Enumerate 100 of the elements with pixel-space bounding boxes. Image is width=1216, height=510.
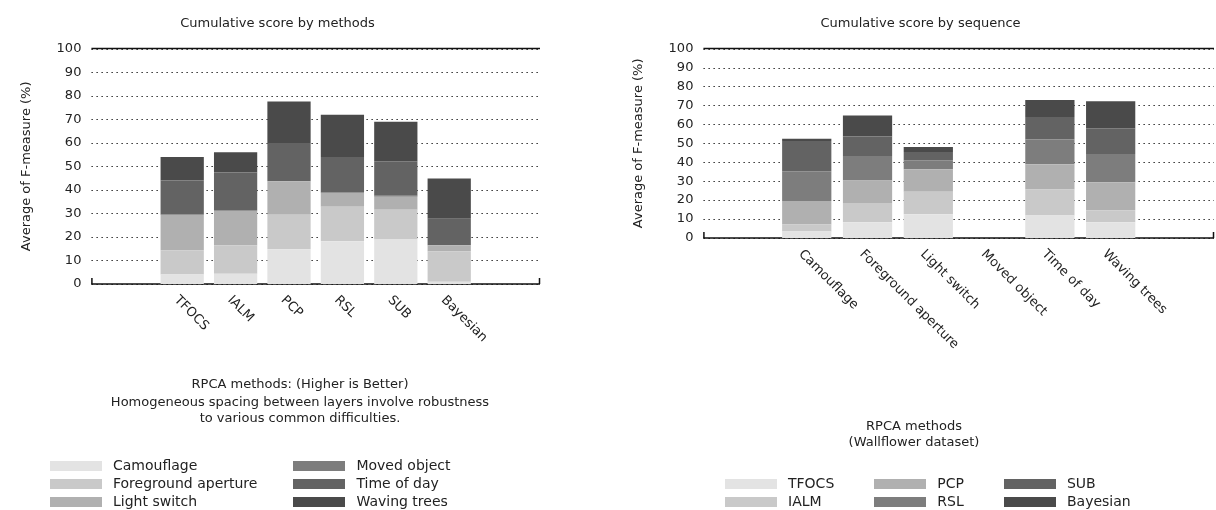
- y-tick-label: 70: [676, 96, 694, 112]
- y-tick-label: 30: [676, 172, 694, 188]
- bar: [374, 209, 418, 240]
- bar: [903, 152, 953, 161]
- bar: [903, 191, 953, 215]
- bar: [160, 274, 204, 284]
- bar: [1086, 210, 1136, 223]
- legend-label: SUB: [1066, 475, 1096, 492]
- bar: [1086, 128, 1136, 154]
- bar: [782, 141, 832, 172]
- legend-label: TFOCS: [788, 475, 835, 492]
- y-tick-label: 80: [64, 87, 82, 103]
- bar: [320, 206, 365, 242]
- legend-label: Time of day: [356, 475, 439, 492]
- y-tick-label: 10: [676, 210, 694, 226]
- bar: [1025, 189, 1075, 216]
- bar: [160, 250, 204, 275]
- bar: [1086, 101, 1136, 129]
- bar: [903, 214, 953, 238]
- chart-title: Cumulative score by methods: [180, 15, 375, 31]
- bar: [782, 224, 832, 232]
- bar: [160, 214, 204, 251]
- y-tick-label: 100: [668, 39, 694, 55]
- bar: [782, 171, 832, 201]
- bar: [160, 180, 204, 215]
- legend-label: IALM: [788, 493, 822, 510]
- bar: [374, 239, 418, 284]
- text: Homogeneous spacing between layers involve robustness to various common difficulties.: [109, 394, 491, 426]
- bar: [267, 181, 311, 215]
- bar: [374, 196, 418, 210]
- bar: [213, 152, 258, 173]
- bar: [842, 155, 893, 181]
- bar: [1025, 100, 1075, 117]
- bar: [213, 210, 258, 246]
- bar: [427, 251, 471, 282]
- bar: [903, 169, 953, 192]
- bar: [1025, 116, 1075, 140]
- y-tick-label: 100: [56, 39, 82, 55]
- y-tick-label: 20: [676, 191, 694, 207]
- bar: [903, 147, 953, 153]
- y-tick-label: 50: [676, 134, 694, 150]
- bar: [782, 200, 832, 225]
- bar: [427, 245, 471, 252]
- bar: [427, 218, 471, 246]
- bar: [1086, 222, 1136, 238]
- bar: [320, 114, 365, 158]
- legend-label: Foreground aperture: [113, 475, 258, 492]
- y-tick-label: 10: [64, 251, 82, 267]
- y-axis-title: Average of F-measure (%): [18, 81, 34, 252]
- bar: [903, 160, 953, 170]
- y-tick-label: 30: [64, 204, 82, 220]
- bar: [320, 192, 365, 207]
- legend-label: Moved object: [356, 457, 451, 474]
- legend-label: Bayesian: [1066, 493, 1131, 510]
- y-tick-label: 70: [64, 110, 82, 126]
- y-tick-label: 60: [64, 134, 82, 150]
- bar: [267, 143, 311, 182]
- bar: [374, 121, 418, 162]
- legend-label: Camouflage: [113, 457, 198, 474]
- bar: [782, 231, 832, 238]
- bar: [320, 241, 365, 284]
- bar: [842, 180, 893, 203]
- bar: [842, 136, 893, 156]
- bar: [320, 157, 365, 193]
- y-tick-label: 50: [64, 157, 82, 173]
- y-tick-label: 0: [73, 275, 82, 291]
- bar: [213, 273, 258, 284]
- bar: [374, 161, 418, 196]
- legend-label: Waving trees: [356, 493, 448, 510]
- y-tick-label: 80: [676, 77, 694, 93]
- bar: [842, 202, 893, 223]
- bar: [213, 172, 258, 211]
- y-tick-label: 40: [64, 181, 82, 197]
- y-tick-label: 60: [676, 115, 694, 131]
- legend-label: Light switch: [113, 493, 198, 510]
- bar: [842, 222, 893, 238]
- x-axis-title: RPCA methods (Wallflower dataset): [847, 418, 981, 450]
- y-tick-label: 20: [64, 228, 82, 244]
- y-axis-title: Average of F-measure (%): [630, 58, 646, 229]
- bar: [427, 178, 471, 219]
- y-tick-label: 0: [685, 229, 694, 245]
- bar: [213, 245, 258, 274]
- bar: [842, 115, 893, 137]
- x-axis-title: RPCA methods: (Higher is Better): [190, 376, 410, 392]
- bar: [1086, 153, 1136, 183]
- bar: [267, 249, 311, 284]
- y-tick-label: 90: [676, 58, 694, 74]
- bar: [1025, 164, 1075, 190]
- y-tick-label: 40: [676, 153, 694, 169]
- x-tick-label: PCP: [278, 291, 307, 321]
- legend-label: RSL: [937, 493, 964, 510]
- bar: [1025, 139, 1075, 165]
- bar: [1086, 182, 1136, 211]
- legend-label: PCP: [937, 475, 964, 492]
- chart-title: Cumulative score by sequence: [820, 15, 1021, 31]
- bar: [1025, 215, 1075, 238]
- bar: [267, 214, 311, 250]
- bar: [160, 157, 204, 181]
- y-tick-label: 90: [64, 63, 82, 79]
- bar: [267, 101, 311, 143]
